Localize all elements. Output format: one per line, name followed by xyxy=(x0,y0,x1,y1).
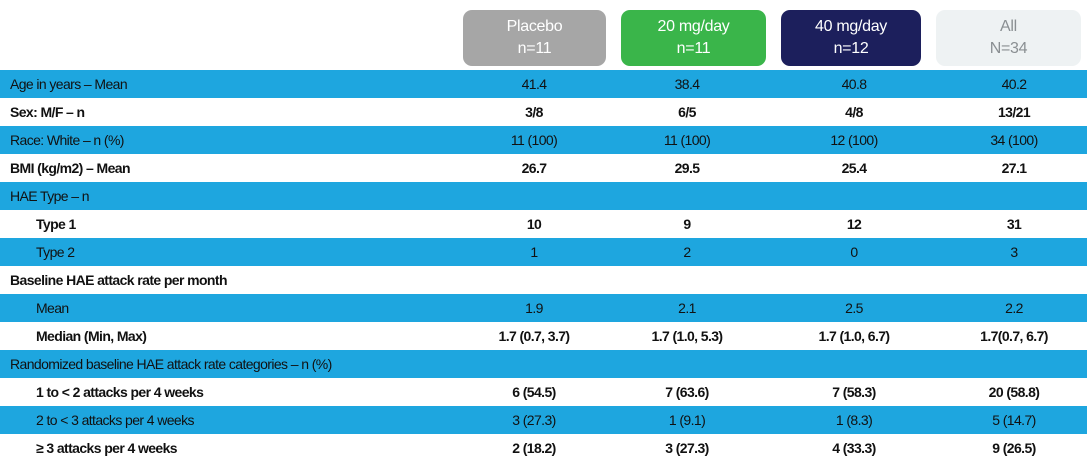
cell-value: 2 (18.2) xyxy=(512,440,556,456)
cell-value: 11 (100) xyxy=(510,132,558,148)
cell-value: 9 xyxy=(683,216,691,232)
table-row: Type 2 1 2 0 3 xyxy=(0,238,1087,266)
row-label: Baseline HAE attack rate per month xyxy=(10,272,228,288)
cell-value: 40.8 xyxy=(841,76,867,92)
cell-value: 26.7 xyxy=(521,160,547,176)
table-row: Mean 1.9 2.1 2.5 2.2 xyxy=(0,294,1087,322)
row-label: BMI (kg/m2) – Mean xyxy=(10,160,130,176)
cell-value: 1.7 (1.0, 6.7) xyxy=(818,328,891,344)
cell-value: 31 xyxy=(1006,216,1022,232)
cell-value: 4 (33.3) xyxy=(832,440,876,456)
table-row: Randomized baseline HAE attack rate cate… xyxy=(0,350,1087,378)
column-header: 40 mg/day n=12 xyxy=(781,10,921,66)
table-row: BMI (kg/m2) – Mean 26.7 29.5 25.4 27.1 xyxy=(0,154,1087,182)
cell-value: 20 (58.8) xyxy=(988,384,1040,400)
row-label: Randomized baseline HAE attack rate cate… xyxy=(10,356,332,372)
cell-value: 1 (8.3) xyxy=(835,412,873,428)
table-row: Age in years – Mean 41.4 38.4 40.8 40.2 xyxy=(0,70,1087,98)
row-label: ≥ 3 attacks per 4 weeks xyxy=(36,440,178,456)
cell-value: 27.1 xyxy=(1001,160,1027,176)
cell-value: 5 (14.7) xyxy=(992,412,1036,428)
cell-value: 3 (27.3) xyxy=(512,412,556,428)
table-row: Race: White – n (%) 11 (100) 11 (100) 12 (1… xyxy=(0,126,1087,154)
table-row: Median (Min, Max) 1.7 (0.7, 3.7) 1.7 (1.0,… xyxy=(0,322,1087,350)
table-row: ≥ 3 attacks per 4 weeks 2 (18.2) 3 (27.3) 4… xyxy=(0,434,1087,462)
cell-value: 10 xyxy=(526,216,542,232)
column-name: Placebo xyxy=(506,18,563,35)
table-row: Sex: M/F – n 3/8 6/5 4/8 13/21 xyxy=(0,98,1087,126)
cell-value: 1.9 xyxy=(525,300,543,316)
cell-value: 1.7 (1.0, 5.3) xyxy=(651,328,724,344)
column-n: n=11 xyxy=(517,40,552,57)
column-name: All xyxy=(1000,18,1017,35)
cell-value: 7 (63.6) xyxy=(665,384,709,400)
column-name: 40 mg/day xyxy=(814,18,887,35)
table-row: Type 1 10 9 12 31 xyxy=(0,210,1087,238)
cell-value: 12 xyxy=(846,216,862,232)
cell-value: 0 xyxy=(850,244,858,260)
cell-value: 12 (100) xyxy=(830,132,878,148)
table-row: 2 to < 3 attacks per 4 weeks 3 (27.3) 1 (9… xyxy=(0,406,1087,434)
table-row: HAE Type – n xyxy=(0,182,1087,210)
cell-value: 3 (27.3) xyxy=(665,440,709,456)
column-header: All N=34 xyxy=(936,10,1081,66)
cell-value: 41.4 xyxy=(521,76,547,92)
cell-value: 25.4 xyxy=(841,160,867,176)
table-row: 1 to < 2 attacks per 4 weeks 6 (54.5) 7 (6… xyxy=(0,378,1087,406)
cell-value: 7 (58.3) xyxy=(832,384,876,400)
cell-value: 38.4 xyxy=(674,76,700,92)
column-n: N=34 xyxy=(989,40,1028,57)
column-header: Placebo n=11 xyxy=(463,10,606,66)
column-n: n=11 xyxy=(676,40,711,57)
cell-value: 1 xyxy=(530,244,538,260)
column-header: 20 mg/day n=11 xyxy=(621,10,766,66)
table-row: Baseline HAE attack rate per month xyxy=(0,266,1087,294)
cell-value: 13/21 xyxy=(997,104,1031,120)
cell-value: 3 xyxy=(1010,244,1018,260)
row-label: 1 to < 2 attacks per 4 weeks xyxy=(36,384,204,400)
column-name: 20 mg/day xyxy=(657,18,730,35)
cell-value: 11 (100) xyxy=(663,132,711,148)
cell-value: 3/8 xyxy=(525,104,543,120)
cell-value: 1 (9.1) xyxy=(668,412,706,428)
cell-value: 6 (54.5) xyxy=(512,384,556,400)
cell-value: 1.7 (0.7, 3.7) xyxy=(498,328,571,344)
row-label: Median (Min, Max) xyxy=(36,328,147,344)
cell-value: 2 xyxy=(683,244,691,260)
cell-value: 2.1 xyxy=(678,300,696,316)
cell-value: 1.7(0.7, 6.7) xyxy=(980,328,1048,344)
row-label: Type 1 xyxy=(36,216,76,232)
cell-value: 40.2 xyxy=(1001,76,1027,92)
cell-value: 2.5 xyxy=(845,300,863,316)
row-label: Mean xyxy=(36,300,69,316)
cell-value: 29.5 xyxy=(674,160,700,176)
cell-value: 6/5 xyxy=(678,104,696,120)
row-label: Race: White – n (%) xyxy=(10,132,124,148)
row-label: Type 2 xyxy=(36,244,75,260)
column-n: n=12 xyxy=(833,40,869,57)
row-label: Sex: M/F – n xyxy=(10,104,85,120)
row-label: 2 to < 3 attacks per 4 weeks xyxy=(36,412,195,428)
cell-value: 34 (100) xyxy=(990,132,1038,148)
cell-value: 4/8 xyxy=(845,104,863,120)
cell-value: 2.2 xyxy=(1005,300,1023,316)
row-label: Age in years – Mean xyxy=(10,76,128,92)
row-label: HAE Type – n xyxy=(10,188,90,204)
cell-value: 9 (26.5) xyxy=(992,440,1036,456)
